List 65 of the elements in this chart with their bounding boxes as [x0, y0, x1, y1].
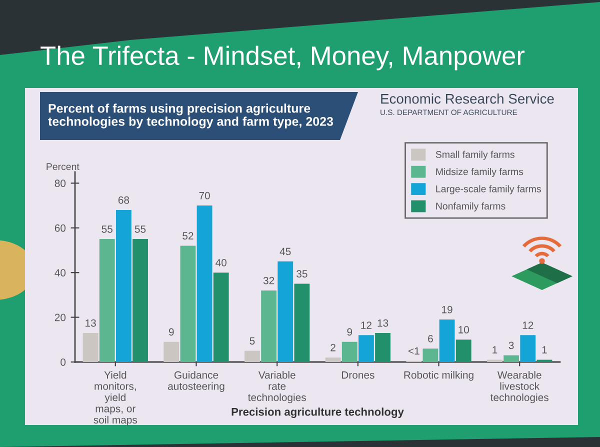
bar: [520, 335, 536, 362]
data-label: 9: [168, 328, 174, 336]
bar: [456, 340, 472, 362]
bar: [244, 350, 260, 362]
data-label: 9: [347, 328, 352, 336]
bar: [278, 261, 294, 362]
data-label: 12: [361, 322, 372, 329]
bar: [325, 358, 341, 362]
data-label: 52: [182, 232, 194, 240]
x-tick-label: Wearable livestock technologies: [490, 371, 548, 404]
data-label: 70: [199, 192, 210, 200]
chart-subtitle: Percent of farms using precision agriculture technologies by technology and farm type, 2023: [48, 104, 334, 128]
data-label: 3: [508, 342, 514, 350]
bar: [196, 206, 212, 362]
text: Economic Research Service: [381, 94, 554, 104]
bar: [116, 210, 132, 362]
y-tick-label: 40: [54, 269, 66, 276]
bar: [164, 342, 180, 362]
x-tick-label: Robotic milking: [404, 371, 474, 381]
data-label: 1: [492, 346, 498, 354]
x-tick-label: Guidance autosteering: [168, 371, 224, 392]
bar: [180, 246, 196, 362]
bar: [439, 320, 455, 362]
y-tick-label: 20: [54, 314, 66, 322]
data-label: 10: [458, 326, 469, 334]
bar: [82, 332, 98, 362]
y-tick-label: 80: [54, 180, 66, 188]
legend-label: Large-scale family farms: [436, 185, 541, 194]
data-label: <1: [408, 347, 420, 355]
data-label: 68: [118, 196, 130, 204]
data-label: 19: [442, 306, 452, 314]
x-tick-label: Drones: [342, 371, 374, 379]
bar: [375, 332, 390, 362]
data-label: 1: [542, 346, 547, 354]
data-label: 12: [522, 322, 534, 329]
y-tick-label: 0: [60, 358, 66, 366]
chart-title: The Trifecta - Mindset, Money, Manpower: [40, 46, 525, 70]
bar: [422, 348, 438, 362]
y-tick-label: 60: [54, 224, 66, 232]
bar: [294, 284, 310, 362]
bar: [342, 342, 358, 362]
legend-label: Nonfamily farms: [436, 202, 506, 212]
bar: [504, 355, 520, 362]
bar: [132, 239, 148, 362]
x-tick-label: Variable rate technologies: [248, 371, 306, 404]
data-label: 45: [280, 248, 291, 256]
data-label: 6: [428, 334, 433, 342]
data-label: 13: [378, 319, 388, 327]
bar: [213, 272, 229, 362]
y-axis-title: Percent: [46, 163, 80, 170]
bar: [358, 335, 374, 362]
data-label: 32: [263, 276, 274, 284]
legend-label: Small family farms: [436, 150, 514, 160]
data-label: 55: [134, 226, 146, 233]
bar: [261, 290, 277, 362]
data-label: 40: [216, 258, 226, 266]
data-label: 5: [250, 337, 255, 345]
data-label: 2: [330, 344, 336, 352]
data-label: 13: [86, 319, 96, 327]
x-tick-label: Yield monitors, yield maps, or soil maps: [94, 371, 138, 426]
data-label: 35: [296, 270, 308, 278]
data-label: 55: [102, 226, 112, 233]
x-axis-title: Precision agriculture technology: [232, 408, 404, 418]
bar: [99, 239, 115, 362]
legend-label: Midsize family farms: [436, 168, 524, 178]
